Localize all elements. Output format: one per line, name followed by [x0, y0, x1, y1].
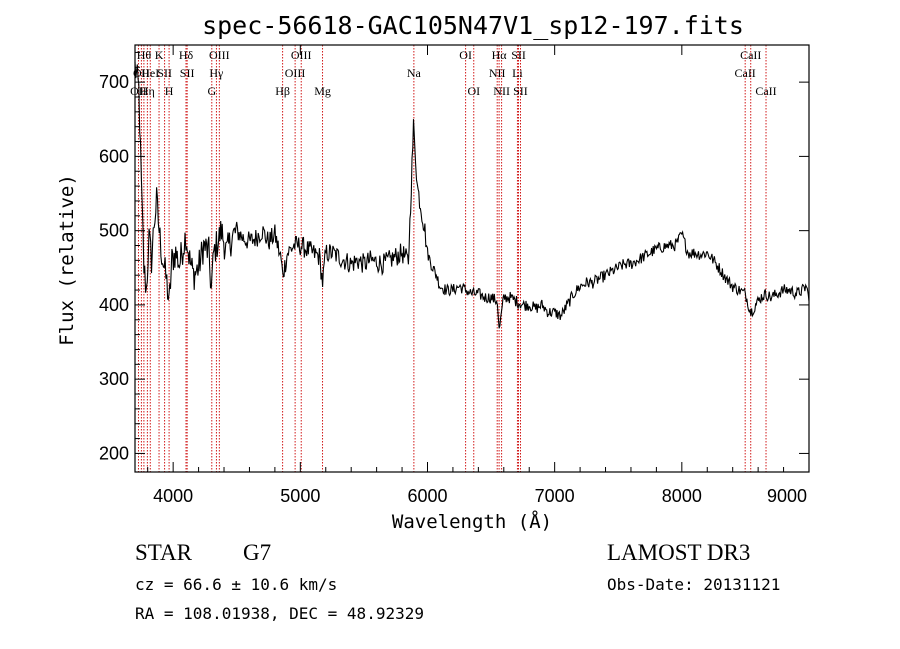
spectral-line-labels: OIIOIIHθHηHeIKSIIHHδSIIGHγOIIIHβOIIIOIII… [130, 48, 777, 98]
coordinates: RA = 108.01938, DEC = 48.92329 [135, 604, 424, 623]
y-tick-label: 200 [99, 443, 129, 463]
spectral-line-label: H [165, 84, 174, 98]
spectral-line-label: CaII [755, 84, 776, 98]
y-tick-label: 500 [99, 221, 129, 241]
plot-frame [134, 44, 810, 473]
x-axis-ticks: 4000 5000 6000 7000 8000 9000 [147, 45, 810, 506]
x-tick-label: 9000 [767, 486, 807, 506]
spectral-line-label: Hγ [209, 66, 224, 80]
object-class: STAR [135, 540, 193, 565]
spectral-line-label: OI [467, 84, 480, 98]
survey-name: LAMOST DR3 [607, 540, 750, 565]
spectral-line-label: CaII [734, 66, 755, 80]
spectral-line-label: Hη [140, 84, 155, 98]
spectral-line-label: SII [513, 84, 528, 98]
spectrum-line [134, 62, 810, 329]
y-tick-label: 400 [99, 295, 129, 315]
x-tick-label: 8000 [662, 486, 702, 506]
spectral-line-label: Mg [314, 84, 331, 98]
x-axis-label: Wavelength (Å) [392, 510, 552, 533]
spectral-line-label: Hα [492, 48, 508, 62]
spectral-line-label: CaII [740, 48, 761, 62]
spectral-line-label: K [155, 48, 164, 62]
spectral-line-markers [137, 45, 767, 472]
chart-title: spec-56618-GAC105N47V1_sp12-197.fits [202, 11, 744, 40]
spectral-line-label: OIII [209, 48, 230, 62]
y-tick-label: 300 [99, 369, 129, 389]
x-tick-label: 4000 [153, 486, 193, 506]
spectral-line-label: SII [157, 66, 172, 80]
spectral-line-label: Hδ [179, 48, 194, 62]
x-tick-label: 5000 [280, 486, 320, 506]
y-axis-ticks: 200 300 400 500 600 700 [99, 51, 809, 463]
spectral-line-label: NII [489, 66, 506, 80]
x-tick-label: 6000 [407, 486, 447, 506]
y-tick-label: 700 [99, 72, 129, 92]
spectral-line-label: OIII [291, 48, 312, 62]
spectral-line-label: Na [407, 66, 422, 80]
spectral-line-label: Hθ [137, 48, 152, 62]
object-subclass: G7 [243, 540, 271, 565]
x-tick-label: 7000 [535, 486, 575, 506]
spectral-line-label: G [207, 84, 216, 98]
spectral-line-label: OIII [285, 66, 306, 80]
observation-date: Obs-Date: 20131121 [607, 575, 780, 594]
spectral-line-label: HeI [141, 66, 159, 80]
redshift-cz: cz = 66.6 ± 10.6 km/s [135, 575, 337, 594]
y-axis-label: Flux (relative) [56, 174, 78, 346]
y-tick-label: 600 [99, 146, 129, 166]
spectral-line-label: NII [493, 84, 510, 98]
spectral-line-label: Hβ [275, 84, 290, 98]
spectral-line-label: SII [511, 48, 526, 62]
spectral-line-label: SII [180, 66, 195, 80]
spectral-line-label: OI [459, 48, 472, 62]
spectral-line-label: Li [512, 66, 523, 80]
